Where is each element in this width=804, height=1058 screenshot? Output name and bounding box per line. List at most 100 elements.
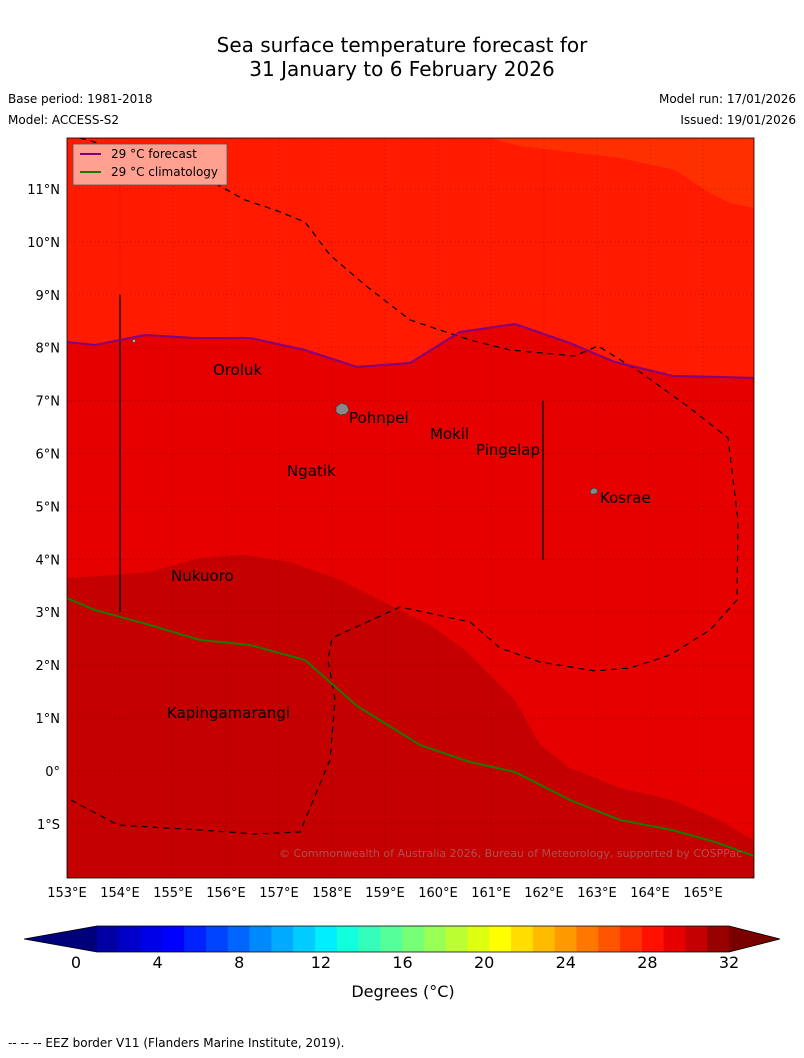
longitude-tick-label: 165°E [683, 886, 723, 901]
longitude-tick-label: 154°E [100, 886, 140, 901]
copyright-notice: © Commonwealth of Australia 2026, Bureau… [279, 847, 742, 860]
latitude-tick-label: 4°N [36, 553, 61, 568]
longitude-tick-label: 157°E [259, 886, 299, 901]
sst-31-32-area [67, 555, 754, 878]
colorbar-bin [445, 926, 468, 952]
colorbar-under-arrow [24, 926, 97, 952]
longitude-tick-label: 164°E [630, 886, 670, 901]
legend-forecast-label: 29 °C forecast [111, 147, 197, 161]
colorbar-tick: 16 [392, 953, 412, 972]
colorbar-bin [293, 926, 316, 952]
colorbar-tick: 28 [637, 953, 657, 972]
issued-date: Issued: 19/01/2026 [680, 113, 796, 127]
chart-title-line1: Sea surface temperature forecast for [216, 33, 588, 57]
colorbar-outline [23, 925, 781, 953]
colorbar-bin [489, 926, 512, 952]
colorbar-bin [663, 926, 686, 952]
place-label-mokil: Mokil [430, 425, 469, 443]
longitude-tick-label: 161°E [471, 886, 511, 901]
place-label-pohnpei: Pohnpei [349, 409, 409, 427]
colorbar-tick: 8 [234, 953, 244, 972]
colorbar-bin [314, 926, 338, 952]
legend-box [72, 143, 228, 186]
place-label-kapingamarangi: Kapingamarangi [167, 704, 290, 722]
colorbar-tick-labels: 0 4 8 12 16 20 24 28 32 [71, 953, 739, 972]
latitude-tick-label: 3°N [36, 606, 61, 621]
colorbar-bin [358, 926, 381, 952]
legend-climatology-label: 29 °C climatology [111, 165, 218, 179]
colorbar-bin [641, 926, 665, 952]
colorbar-tick: 4 [153, 953, 163, 972]
longitude-tick-label: 162°E [524, 886, 564, 901]
chart-title-line2: 31 January to 6 February 2026 [249, 57, 555, 81]
island-marker [589, 487, 599, 495]
climatology-29c-contour [67, 597, 754, 857]
latitude-tick-label: 9°N [36, 289, 61, 304]
latitude-tick-label: 7°N [36, 395, 61, 410]
place-label-ngatik: Ngatik [287, 462, 336, 480]
model-name: Model: ACCESS-S2 [8, 113, 120, 127]
longitude-tick-label: 160°E [418, 886, 458, 901]
eez-border [67, 138, 739, 835]
longitude-tick-label: 153°E [47, 886, 87, 901]
colorbar-bin [423, 926, 447, 952]
colorbar-bin [97, 926, 120, 952]
colorbar-bin [271, 926, 294, 952]
colorbar-bin [511, 926, 534, 952]
colorbar-tick: 0 [71, 953, 81, 972]
colorbar-bin [140, 926, 163, 952]
colorbar-over-arrow [729, 926, 780, 952]
longitude-tick-label: 159°E [365, 886, 405, 901]
colorbar-bin [118, 926, 142, 952]
forecast-29c-contour [67, 322, 754, 379]
colorbar-tick: 20 [474, 953, 494, 972]
latitude-tick-label: 2°N [36, 659, 61, 674]
place-label-nukuoro: Nukuoro [171, 567, 234, 585]
latitude-tick-label: 5°N [36, 500, 61, 515]
longitude-tick-label: 163°E [577, 886, 617, 901]
longitude-labels: 153°E 154°E 155°E 156°E 157°E 158°E 159°E 160°E… [47, 886, 723, 901]
island-marker [132, 339, 136, 343]
colorbar-bin [249, 926, 272, 952]
longitude-tick-label: 155°E [153, 886, 193, 901]
colorbar-tick: 24 [556, 953, 576, 972]
place-label-kosrae: Kosrae [600, 489, 651, 507]
colorbar-tick: 12 [311, 953, 331, 972]
colorbar-bin [227, 926, 251, 952]
model-run: Model run: 17/01/2026 [658, 92, 796, 106]
map-legend: 29 °C forecast 29 °C climatology [72, 143, 228, 186]
latitude-tick-label: 1°N [36, 712, 61, 727]
colorbar-bin [576, 926, 599, 952]
place-label-pingelap: Pingelap [476, 441, 540, 459]
latitude-tick-label: 8°N [36, 342, 61, 357]
latitude-tick-label: 11°N [27, 183, 60, 198]
longitude-tick-label: 156°E [206, 886, 246, 901]
colorbar-bin [620, 926, 643, 952]
latitude-tick-label: 10°N [27, 236, 60, 251]
colorbar-bin [205, 926, 229, 952]
longitude-tick-label: 158°E [312, 886, 352, 901]
latitude-tick-label: 0° [45, 765, 60, 780]
colorbar-label: Degrees (°C) [351, 982, 454, 1001]
map-frame [66, 137, 755, 879]
colorbar-bin [467, 926, 490, 952]
eez-footnote: -- -- -- EEZ border V11 (Flanders Marine… [8, 1036, 345, 1050]
colorbar [23, 925, 781, 953]
colorbar-bin [554, 926, 577, 952]
latitude-labels: 11°N 10°N 9°N 8°N 7°N 6°N 5°N 4°N 3°N 2°N 1°N 0° 1°S [27, 183, 60, 833]
sst-below-29-area [490, 138, 754, 208]
latitude-tick-label: 1°S [37, 818, 60, 833]
colorbar-bin [532, 926, 556, 952]
place-label-oroluk: Oroluk [213, 361, 262, 379]
island-marker [335, 402, 350, 416]
colorbar-bin [336, 926, 360, 952]
colorbar-bin [685, 926, 708, 952]
colorbar-bin [707, 926, 730, 952]
colorbar-bin [380, 926, 403, 952]
colorbar-bin [598, 926, 621, 952]
base-period: Base period: 1981-2018 [8, 92, 153, 106]
colorbar-bin [162, 926, 185, 952]
colorbar-bin [184, 926, 207, 952]
colorbar-tick: 32 [719, 953, 739, 972]
sst-field [67, 138, 754, 878]
